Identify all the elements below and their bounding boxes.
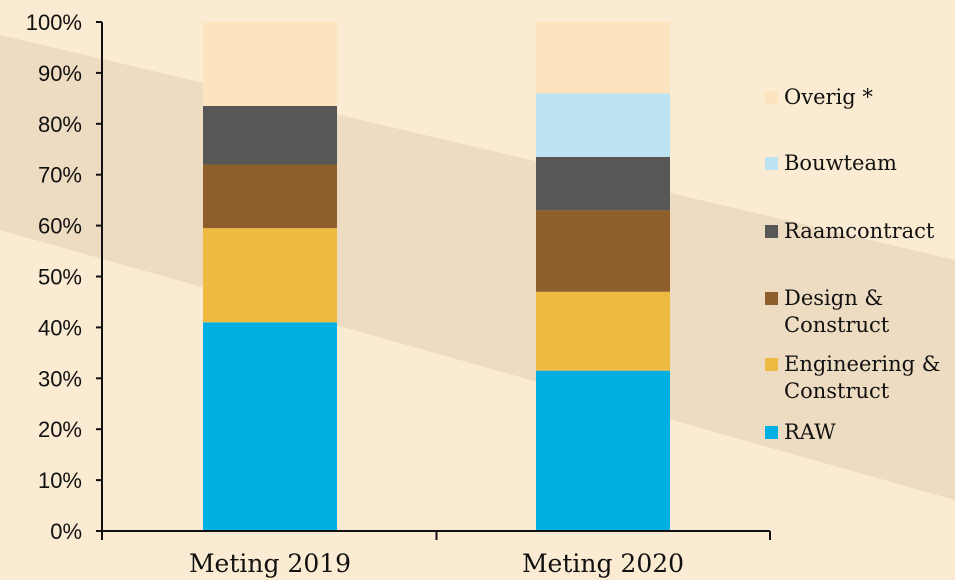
legend-swatch [765, 292, 778, 305]
legend-swatch [765, 157, 778, 170]
y-tick-label: 70% [38, 163, 82, 188]
legend-item: Raamcontract [765, 219, 935, 243]
y-tick-label: 80% [38, 112, 82, 137]
bar-segment [203, 164, 337, 229]
y-tick-label: 0% [50, 519, 82, 544]
bars-group [203, 22, 670, 531]
bar-segment [203, 228, 337, 323]
legend-label: Design & [784, 286, 883, 310]
legend-swatch [765, 426, 778, 439]
bar-segment [203, 322, 337, 531]
axes-group: 0% 10% 20% 30% 40% 50% 60% 70% 80% 90% 100% Meting … [26, 10, 771, 578]
legend-item: Design & Construct [765, 286, 890, 337]
x-category-label: Meting 2019 [189, 549, 351, 578]
y-tick-label: 40% [38, 315, 82, 340]
bar-segment [536, 370, 670, 531]
bar-segment [536, 156, 670, 211]
legend-item: Bouwteam [765, 151, 897, 175]
legend-item: Overig * [765, 85, 873, 109]
legend: Overig * Bouwteam Raamcontract Design & Cons… [765, 85, 941, 444]
bar-segment [203, 22, 337, 106]
legend-label: Bouwteam [784, 151, 897, 175]
x-category-label: Meting 2020 [522, 549, 684, 578]
y-tick-label: 20% [38, 417, 82, 442]
bar-segment [536, 93, 670, 157]
legend-swatch [765, 91, 778, 104]
bar-segment [536, 210, 670, 292]
legend-swatch [765, 225, 778, 238]
y-tick-label: 50% [38, 265, 82, 290]
y-tick-label: 60% [38, 214, 82, 239]
bar-segment [536, 291, 670, 371]
legend-label: Engineering & [784, 352, 941, 376]
legend-label: Raamcontract [784, 219, 935, 243]
bar-segment [203, 105, 337, 165]
y-tick-label: 100% [26, 10, 82, 35]
y-tick-label: 90% [38, 61, 82, 86]
legend-swatch [765, 358, 778, 371]
legend-label: RAW [784, 420, 836, 444]
legend-label: Construct [784, 379, 890, 403]
y-tick-label: 10% [38, 468, 82, 493]
legend-label: Overig * [784, 85, 873, 109]
legend-item: Engineering & Construct [765, 352, 941, 403]
legend-label: Construct [784, 313, 890, 337]
y-tick-label: 30% [38, 366, 82, 391]
bar-segment [536, 22, 670, 94]
legend-item: RAW [765, 420, 836, 444]
